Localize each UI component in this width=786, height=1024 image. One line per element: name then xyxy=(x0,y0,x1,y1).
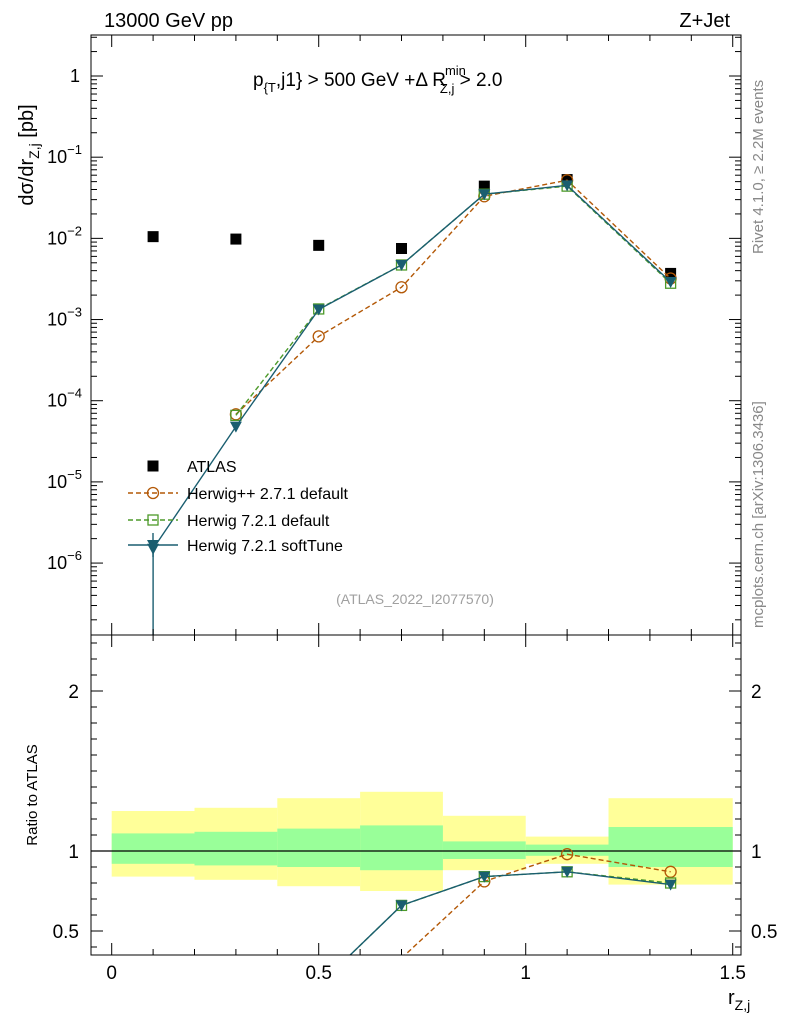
main-data-point xyxy=(230,409,242,422)
ratio-axes: 0.5 0.5 1 1 2 2 0 0.5 1 1.5 xyxy=(53,635,777,984)
ratio-data-point xyxy=(561,866,574,878)
main-y-tick-label: 10−6 xyxy=(47,548,82,573)
main-y-tick-label: 1 xyxy=(70,66,80,86)
main-data-point xyxy=(312,330,325,343)
stat-uncertainty-band xyxy=(111,833,195,864)
stat-uncertainty-band xyxy=(277,828,361,867)
ratio-y-tick-label: 0.5 xyxy=(53,922,79,943)
ratio-panel-frame xyxy=(90,634,742,956)
legend-marker xyxy=(147,540,159,551)
main-y-tick-label: 10−5 xyxy=(47,467,82,492)
rivet-version-label: Rivet 4.1.0, ≥ 2.2M events xyxy=(750,80,767,254)
main-plot-content xyxy=(147,174,677,635)
ratio-plot-content xyxy=(91,791,741,955)
main-data-point xyxy=(478,189,491,201)
main-data-point xyxy=(478,180,490,192)
legend-marker xyxy=(146,486,160,500)
x-tick-label: 1 xyxy=(520,963,531,984)
x-axis-label: rZ,j xyxy=(728,987,750,1013)
main-series-line xyxy=(235,179,672,415)
main-data-point xyxy=(396,243,408,255)
legend: ATLAS Herwig++ 2.7.1 default Herwig 7.2.1 … xyxy=(128,459,349,557)
legend-marker xyxy=(147,514,159,526)
stat-uncertainty-band xyxy=(442,841,526,859)
process-label: Z+Jet xyxy=(679,10,730,32)
main-panel: 1 10−1 10−2 10−3 10−4 10−5 10−6 p{T,j1} > 500 … xyxy=(16,34,742,636)
main-data-point xyxy=(229,421,242,433)
main-y-tick-label: 10−1 xyxy=(47,142,82,167)
ratio-y-tick-label: 1 xyxy=(68,842,79,863)
main-axes: 1 10−1 10−2 10−3 10−4 10−5 10−6 xyxy=(47,35,741,635)
ratio-data-point xyxy=(560,848,574,861)
x-tick-label: 1.5 xyxy=(720,963,746,984)
stat-uncertainty-band xyxy=(194,831,278,866)
ratio-y-tick-label-right: 1 xyxy=(751,842,762,863)
ratio-data-point xyxy=(664,865,677,878)
ratio-y-axis-label: Ratio to ATLAS xyxy=(24,744,41,845)
ratio-data-point xyxy=(664,879,677,891)
ratio-y-tick-label-right: 0.5 xyxy=(751,922,777,943)
beam-energy-label: 13000 GeV pp xyxy=(104,10,233,32)
main-data-point xyxy=(561,180,574,192)
ratio-y-tick-label: 2 xyxy=(68,682,79,703)
legend-label: Herwig 7.2.1 default xyxy=(187,513,330,530)
ratio-data-point xyxy=(395,900,408,912)
stat-uncertainty-band xyxy=(525,844,609,856)
x-tick-label: 0 xyxy=(106,963,117,984)
main-data-point xyxy=(313,239,325,251)
ratio-data-point xyxy=(478,871,491,883)
main-y-tick-label: 10−4 xyxy=(47,386,82,411)
main-data-point xyxy=(395,259,408,271)
legend-label: ATLAS xyxy=(187,459,237,476)
main-y-axis-label: dσ/drZ,j [pb] xyxy=(16,104,42,205)
main-y-tick-label: 10−3 xyxy=(47,305,82,330)
plot-title: p{T,j1} > 500 GeV +Δ Rmin Z,j > 2.0 xyxy=(253,63,502,96)
main-y-tick-label: 10−2 xyxy=(47,223,82,248)
legend-marker xyxy=(147,460,159,472)
main-data-point xyxy=(312,304,325,316)
mcplots-reference-label: mcplots.cern.ch [arXiv:1306.3436] xyxy=(750,401,767,628)
legend-label: Herwig++ 2.7.1 default xyxy=(187,486,349,503)
analysis-id-watermark: (ATLAS_2022_I2077570) xyxy=(336,591,494,607)
stat-uncertainty-band xyxy=(360,825,443,871)
ratio-y-tick-label-right: 2 xyxy=(751,682,762,703)
legend-label: Herwig 7.2.1 softTune xyxy=(187,538,343,555)
main-data-point xyxy=(147,231,159,243)
main-data-point xyxy=(230,233,242,245)
ratio-panel: 0.5 0.5 1 1 2 2 0 0.5 1 1.5 Ratio to ATLAS rZ,j xyxy=(24,634,777,1013)
main-data-point xyxy=(664,277,677,289)
ratio-series-line xyxy=(403,853,671,955)
stat-uncertainty-band xyxy=(608,827,733,867)
main-data-point xyxy=(395,281,408,294)
x-tick-label: 0.5 xyxy=(305,963,331,984)
